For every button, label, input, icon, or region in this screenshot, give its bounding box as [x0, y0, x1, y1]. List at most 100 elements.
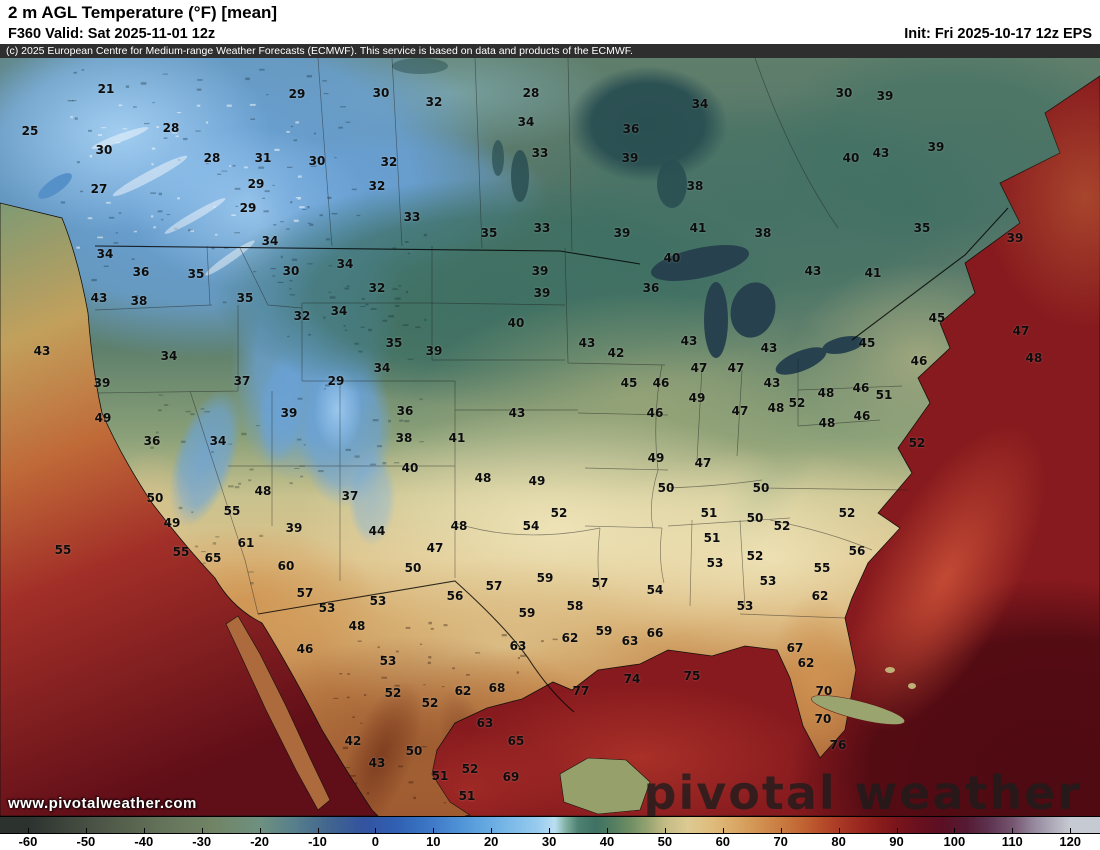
- temp-label: 50: [405, 744, 423, 758]
- colorbar-gradient: [0, 816, 1100, 834]
- temp-label: 59: [518, 606, 536, 620]
- temp-label: 70: [814, 712, 832, 726]
- temp-label: 62: [561, 631, 579, 645]
- colorbar-tick-label: 110: [1001, 834, 1023, 849]
- temp-label: 57: [591, 576, 609, 590]
- colorbar-tick-label: 20: [483, 834, 499, 849]
- temp-label: 45: [928, 311, 946, 325]
- temp-label: 52: [421, 696, 439, 710]
- temp-label: 51: [700, 506, 718, 520]
- copyright-bar: (c) 2025 European Centre for Medium-rang…: [0, 44, 1100, 58]
- temp-label: 55: [223, 504, 241, 518]
- temp-label: 47: [694, 456, 712, 470]
- temp-label: 63: [509, 639, 527, 653]
- temp-label: 31: [254, 151, 272, 165]
- temp-label: 42: [607, 346, 625, 360]
- temp-label: 33: [533, 221, 551, 235]
- temp-label: 38: [754, 226, 772, 240]
- colorbar-legend: -60 -50 -40 -30 -20 -10 0 10 20 30 40 50 60 70 80 90 100…: [0, 816, 1100, 850]
- temp-label: 39: [876, 89, 894, 103]
- temp-label: 43: [872, 146, 890, 160]
- temp-label: 34: [336, 257, 354, 271]
- temp-label: 39: [285, 521, 303, 535]
- temp-label: 21: [97, 82, 115, 96]
- temp-label: 43: [578, 336, 596, 350]
- temp-label: 50: [657, 481, 675, 495]
- init-time-label: Init: Fri 2025-10-17 12z EPS: [904, 26, 1092, 42]
- temp-label: 47: [731, 404, 749, 418]
- temp-label: 38: [686, 179, 704, 193]
- colorbar-tick-label: 50: [657, 834, 673, 849]
- temp-label: 34: [691, 97, 709, 111]
- temp-label: 41: [689, 221, 707, 235]
- temp-label: 55: [813, 561, 831, 575]
- temp-label: 39: [613, 226, 631, 240]
- temp-label: 42: [344, 734, 362, 748]
- temp-label: 33: [403, 210, 421, 224]
- colorbar-tick-label: 30: [541, 834, 557, 849]
- colorbar-tick-label: 40: [599, 834, 615, 849]
- temp-label: 41: [864, 266, 882, 280]
- temp-label: 56: [446, 589, 464, 603]
- temp-label: 53: [379, 654, 397, 668]
- temp-label: 34: [517, 115, 535, 129]
- temp-label: 32: [425, 95, 443, 109]
- temp-label: 43: [33, 344, 51, 358]
- temp-label: 75: [683, 669, 701, 683]
- colorbar-tick-label: -20: [250, 834, 269, 849]
- temp-label: 69: [502, 770, 520, 784]
- temp-label: 37: [341, 489, 359, 503]
- temp-label: 57: [296, 586, 314, 600]
- temp-label: 32: [293, 309, 311, 323]
- temp-label: 52: [838, 506, 856, 520]
- temp-label: 29: [327, 374, 345, 388]
- temp-label: 36: [642, 281, 660, 295]
- temp-label: 48: [450, 519, 468, 533]
- temp-label: 50: [752, 481, 770, 495]
- temp-label: 47: [426, 541, 444, 555]
- temp-label: 30: [372, 86, 390, 100]
- temp-label: 36: [143, 434, 161, 448]
- colorbar-tick-label: 60: [715, 834, 731, 849]
- colorbar-tick-label: -30: [192, 834, 212, 849]
- page-title: 2 m AGL Temperature (°F) [mean]: [8, 3, 278, 22]
- temp-label: 43: [804, 264, 822, 278]
- temp-label: 47: [690, 361, 708, 375]
- temp-label: 51: [431, 769, 449, 783]
- temp-label: 35: [187, 267, 205, 281]
- temp-label: 34: [160, 349, 178, 363]
- temp-label: 68: [488, 681, 506, 695]
- temp-label: 63: [621, 634, 639, 648]
- temp-label: 48: [474, 471, 492, 485]
- temp-label: 65: [204, 551, 222, 565]
- map-header: 2 m AGL Temperature (°F) [mean] F360 Val…: [0, 0, 1100, 44]
- temp-label: 33: [531, 146, 549, 160]
- temp-label: 45: [620, 376, 638, 390]
- temp-label: 40: [401, 461, 419, 475]
- temp-label: 50: [746, 511, 764, 525]
- colorbar-tick-label: 90: [889, 834, 904, 849]
- temp-label: 40: [842, 151, 860, 165]
- site-watermark: www.pivotalweather.com: [8, 795, 197, 812]
- colorbar-tick-label: -50: [76, 834, 96, 849]
- temp-label: 52: [908, 436, 926, 450]
- colorbar-tick-label: 100: [943, 834, 966, 849]
- temp-label: 44: [368, 524, 386, 538]
- temp-label: 43: [763, 376, 781, 390]
- temp-label: 35: [236, 291, 254, 305]
- temp-label: 65: [507, 734, 525, 748]
- temp-label: 32: [368, 179, 386, 193]
- temp-label: 49: [163, 516, 181, 530]
- temp-label: 57: [485, 579, 503, 593]
- colorbar-tick-label: 10: [426, 834, 441, 849]
- temp-label: 62: [811, 589, 829, 603]
- temperature-map[interactable]: 21 29 30 32 28 34 30 39 25 28 34 36 30 28 31 30 32 33 39 40…: [0, 58, 1100, 816]
- temp-label: 52: [773, 519, 791, 533]
- temp-label: 38: [130, 294, 148, 308]
- temp-label: 43: [368, 756, 386, 770]
- temp-label: 37: [233, 374, 251, 388]
- temp-label: 45: [858, 336, 876, 350]
- temp-label: 40: [663, 251, 681, 265]
- temp-label: 47: [727, 361, 745, 375]
- colorbar-tick-label: 70: [773, 834, 788, 849]
